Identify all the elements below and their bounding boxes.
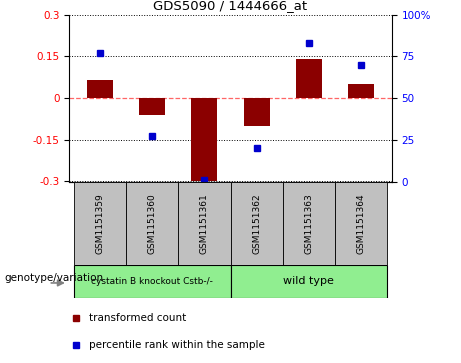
- Text: genotype/variation: genotype/variation: [5, 273, 104, 283]
- Text: percentile rank within the sample: percentile rank within the sample: [89, 340, 265, 350]
- Text: transformed count: transformed count: [89, 313, 186, 323]
- Bar: [283, 182, 335, 265]
- Text: wild type: wild type: [283, 276, 334, 286]
- Bar: [126, 182, 178, 265]
- Text: GSM1151361: GSM1151361: [200, 193, 209, 254]
- Title: GDS5090 / 1444666_at: GDS5090 / 1444666_at: [154, 0, 307, 12]
- Bar: [74, 182, 126, 265]
- Text: GSM1151360: GSM1151360: [148, 193, 157, 254]
- Bar: [191, 98, 218, 182]
- Text: cystatin B knockout Cstb-/-: cystatin B knockout Cstb-/-: [91, 277, 213, 286]
- Bar: [178, 182, 230, 265]
- Text: GSM1151363: GSM1151363: [304, 193, 313, 254]
- Text: GSM1151359: GSM1151359: [96, 193, 105, 254]
- Text: GSM1151362: GSM1151362: [252, 193, 261, 254]
- Bar: [243, 98, 270, 126]
- Text: GSM1151364: GSM1151364: [356, 193, 365, 254]
- Bar: [335, 182, 387, 265]
- Bar: [88, 81, 113, 98]
- Bar: [139, 98, 165, 115]
- Bar: [230, 182, 283, 265]
- Bar: [230, 265, 387, 298]
- Bar: [296, 59, 322, 98]
- Bar: [348, 84, 373, 98]
- Bar: [74, 265, 230, 298]
